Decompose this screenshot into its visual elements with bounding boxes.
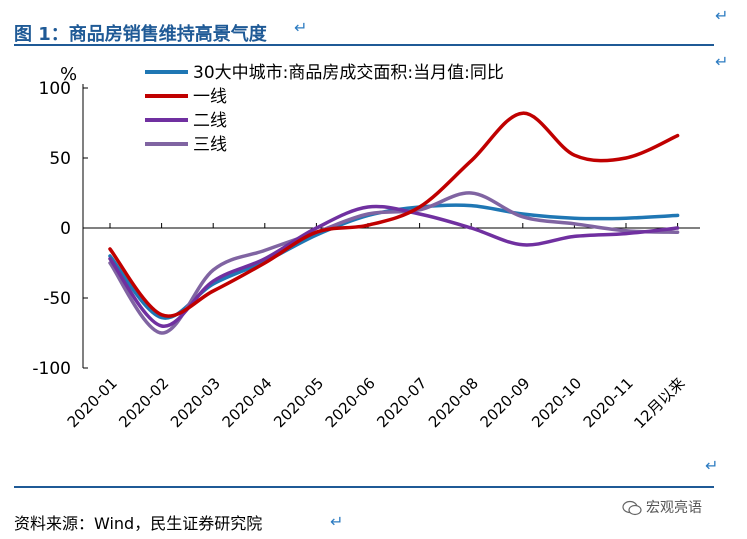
- y-tick-label: 50: [49, 149, 71, 169]
- series-line-2: [108, 111, 680, 318]
- source-note: 资料来源：Wind，民生证券研究院: [14, 514, 263, 533]
- y-tick-label: -100: [32, 359, 71, 379]
- paragraph-mark-icon: ↵: [294, 18, 308, 37]
- x-tick-label: 2020-06: [322, 374, 379, 431]
- paragraph-mark-icon: ↵: [715, 6, 729, 25]
- x-tick-label: 2020-09: [477, 374, 534, 431]
- x-tick-label: 12月以来: [630, 374, 688, 432]
- x-tick-label: 2020-02: [115, 374, 172, 431]
- watermark: 宏观亮语: [622, 497, 702, 517]
- title-divider: [14, 44, 714, 46]
- watermark-text: 宏观亮语: [646, 500, 702, 516]
- x-tick-label: 2020-07: [373, 374, 430, 431]
- y-tick-label: -50: [43, 289, 71, 309]
- x-tick-label: 2020-10: [528, 374, 585, 431]
- x-tick-label: 2020-03: [167, 374, 224, 431]
- legend-label: 三线: [193, 135, 227, 155]
- legend-label: 30大中城市:商品房成交面积:当月值:同比: [193, 63, 504, 83]
- legend-label: 二线: [193, 111, 227, 131]
- x-tick-label: 2020-05: [270, 374, 327, 431]
- legend-label: 一线: [193, 87, 227, 107]
- figure-title-row: 图 1：商品房销售维持高景气度: [14, 14, 747, 45]
- y-tick-label: 100: [39, 79, 71, 99]
- x-tick-label: 2020-01: [64, 374, 121, 431]
- paragraph-mark-icon: ↵: [715, 52, 729, 71]
- y-tick-label: 0: [60, 219, 71, 239]
- paragraph-mark-icon: ↵: [330, 512, 344, 531]
- line-chart: 100500-50-100%2020-012020-022020-032020-…: [32, 63, 700, 432]
- x-tick-label: 2020-11: [580, 374, 637, 431]
- wechat-icon: [622, 500, 642, 516]
- paragraph-mark-icon: ↵: [705, 456, 719, 475]
- footer-divider: [14, 486, 714, 488]
- x-tick-label: 2020-04: [219, 374, 276, 431]
- series-line-3: [108, 204, 680, 328]
- series-line-4: [108, 191, 680, 335]
- figure-title: 图 1：商品房销售维持高景气度: [14, 24, 267, 45]
- x-tick-label: 2020-08: [425, 374, 482, 431]
- y-unit-label: %: [60, 64, 77, 85]
